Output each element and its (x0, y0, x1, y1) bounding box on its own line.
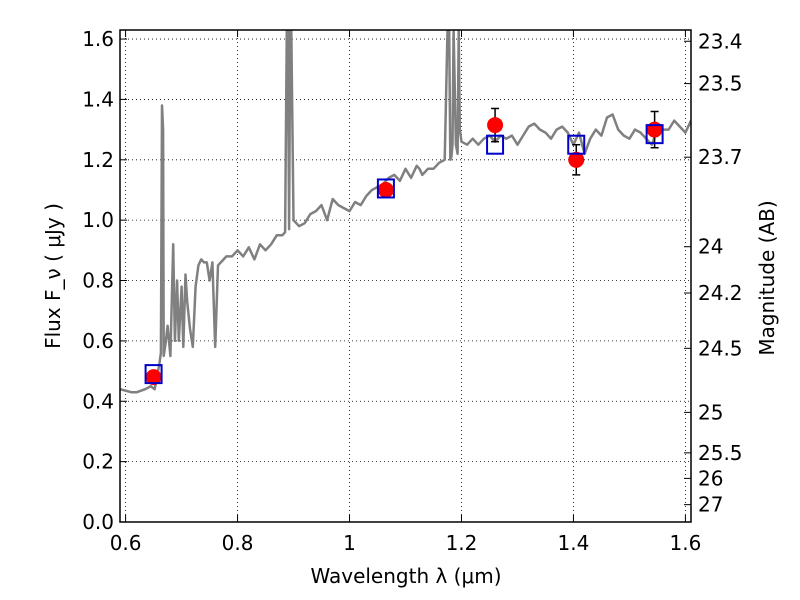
y-tick-label: 1.4 (82, 87, 114, 111)
model-square (567, 134, 586, 155)
observed-point (568, 151, 585, 168)
model-square (645, 124, 664, 145)
observed-point (487, 117, 504, 134)
y-tick-label: 0.0 (82, 510, 114, 534)
y2-tick-label: 24 (698, 235, 723, 259)
observed-point (377, 181, 394, 198)
y-tick-label: 1.2 (82, 148, 114, 172)
y-tick-label: 0.6 (82, 329, 114, 353)
x-tick-label: 0.6 (110, 531, 142, 555)
model-photometry-squares (144, 124, 664, 385)
y2-tick-label: 24.5 (698, 336, 743, 360)
y2-axis-title: Magnitude (AB) (755, 200, 779, 355)
y2-tick-label: 25.5 (698, 441, 743, 465)
plot-frame (119, 29, 692, 523)
y2-axis-ticks: 23.4 23.5 23.7 24 24.2 24.5 25 25.526 27 (684, 29, 743, 517)
y-tick-label: 1.6 (82, 27, 114, 51)
y2-tick-label: 23.4 (698, 29, 743, 53)
y2-tick-label: 23.7 (698, 145, 743, 169)
model-square (144, 364, 163, 385)
y-tick-label: 0.2 (82, 450, 114, 474)
model-square (486, 134, 505, 155)
y-tick-label: 0.8 (82, 269, 114, 293)
x-axis-title: Wavelength λ (μm) (310, 564, 501, 588)
x-tick-label: 1 (343, 531, 356, 555)
x-tick-label: 1.2 (446, 531, 478, 555)
y2-tick-label: 24.2 (698, 281, 743, 305)
spectrum-line (120, 30, 691, 394)
x-tick-label: 1.6 (669, 531, 701, 555)
y-axis-title: Flux F_ν ( μJy ) (41, 203, 65, 349)
y-tick-label: 1.0 (82, 208, 114, 232)
x-axis-ticks: 0.6 0.8 1 1.2 1.4 1.6 (110, 30, 701, 555)
y-axis-ticks: 0.0 0.2 0.4 0.6 0.8 1.0 1.2 1.4 1.6 (82, 27, 127, 534)
y2-tick-label: 23.5 (698, 72, 743, 96)
observed-points (145, 117, 663, 386)
model-square (376, 178, 395, 199)
y2-tick-label: 25 (698, 400, 723, 424)
y-tick-label: 0.4 (82, 389, 114, 413)
x-tick-label: 0.8 (222, 531, 254, 555)
model-spectrum (120, 30, 691, 394)
x-tick-label: 1.4 (558, 531, 590, 555)
y2-tick-label: 26 (698, 466, 723, 490)
y2-tick-label: 27 (698, 493, 723, 517)
